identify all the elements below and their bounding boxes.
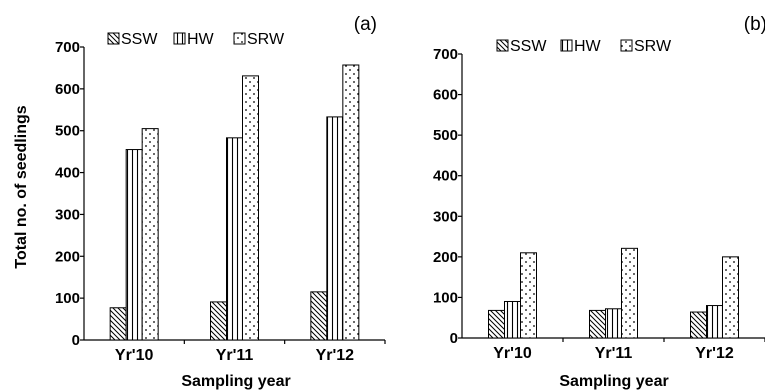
- bar-srw-0: [141, 128, 159, 341]
- bar-hw-1: [605, 308, 622, 339]
- legend-label-ssw: SSW: [510, 38, 547, 55]
- bar-srw-0: [520, 252, 537, 339]
- bar-ssw-0: [488, 309, 505, 339]
- bar-srw-2: [722, 256, 739, 339]
- bar-ssw-1: [589, 309, 606, 339]
- x-axis-title: Sampling year: [181, 373, 290, 390]
- legend-swatch-srw: [233, 32, 246, 45]
- panel-a: Total no. of seedlings (a) Sampling year…: [13, 14, 386, 390]
- legend-swatch-ssw: [107, 32, 120, 45]
- legend-label-srw: SRW: [634, 38, 672, 55]
- y-tick-label: 700: [55, 39, 80, 56]
- bar-ssw-2: [310, 291, 328, 341]
- y-tick-label: 600: [55, 81, 80, 98]
- y-tick-label: 100: [55, 290, 80, 307]
- y-axis-title: Total no. of seedlings: [13, 105, 30, 268]
- y-tick-label: 700: [433, 46, 458, 63]
- legend-swatch-ssw: [496, 39, 509, 52]
- y-tick-label: 100: [433, 289, 458, 306]
- y-tick-label: 300: [433, 208, 458, 225]
- legend-swatch-srw: [620, 39, 633, 52]
- plot-area: 0 100 200 300 400 500 600 700 Yr'10 Yr'11 Yr'12: [55, 39, 386, 364]
- y-tick-label: 300: [55, 206, 80, 223]
- bar-ssw-2: [690, 311, 707, 339]
- bar-srw-1: [621, 247, 638, 339]
- y-tick-label: 200: [433, 249, 458, 266]
- bar-hw-2: [706, 305, 723, 339]
- bar-srw-1: [242, 75, 259, 341]
- y-tick-label: 0: [72, 332, 80, 349]
- y-tick-label: 400: [433, 168, 458, 185]
- panel-b: (b) Sampling year 0 100 200 300 400 500 600 700…: [433, 14, 765, 390]
- legend-swatch-hw: [173, 32, 186, 45]
- bar-hw-2: [326, 116, 344, 341]
- bar-srw-2: [342, 64, 360, 341]
- legend: SSW HW SRW: [496, 38, 672, 55]
- bar-ssw-0: [109, 307, 127, 341]
- x-tick-label: Yr'11: [595, 345, 633, 362]
- y-tick-label: 0: [450, 330, 458, 347]
- y-tick-label: 500: [55, 123, 80, 140]
- legend-swatch-hw: [560, 39, 573, 52]
- legend-label-hw: HW: [574, 38, 602, 55]
- legend-label-hw: HW: [187, 31, 215, 48]
- legend-label-srw: SRW: [247, 31, 285, 48]
- plot-area: 0 100 200 300 400 500 600 700 Yr'10 Yr'11 Yr'12: [433, 46, 765, 362]
- y-tick-label: 400: [55, 165, 80, 182]
- y-tick-label: 500: [433, 127, 458, 144]
- panel-label: (a): [354, 14, 377, 35]
- bar-hw-1: [226, 137, 243, 341]
- y-tick-label: 200: [55, 248, 80, 265]
- panel-label: (b): [744, 14, 765, 35]
- x-tick-label: Yr'12: [695, 345, 734, 362]
- x-tick-label: Yr'10: [115, 347, 154, 364]
- x-tick-label: Yr'11: [216, 347, 254, 364]
- bar-hw-0: [125, 149, 143, 341]
- legend-label-ssw: SSW: [121, 31, 158, 48]
- x-axis-title: Sampling year: [559, 373, 668, 390]
- bar-ssw-1: [210, 301, 227, 341]
- y-tick-label: 600: [433, 87, 458, 104]
- x-tick-label: Yr'12: [316, 347, 355, 364]
- x-tick-label: Yr'10: [493, 345, 532, 362]
- legend: SSW HW SRW: [107, 31, 285, 48]
- bar-hw-0: [504, 300, 521, 339]
